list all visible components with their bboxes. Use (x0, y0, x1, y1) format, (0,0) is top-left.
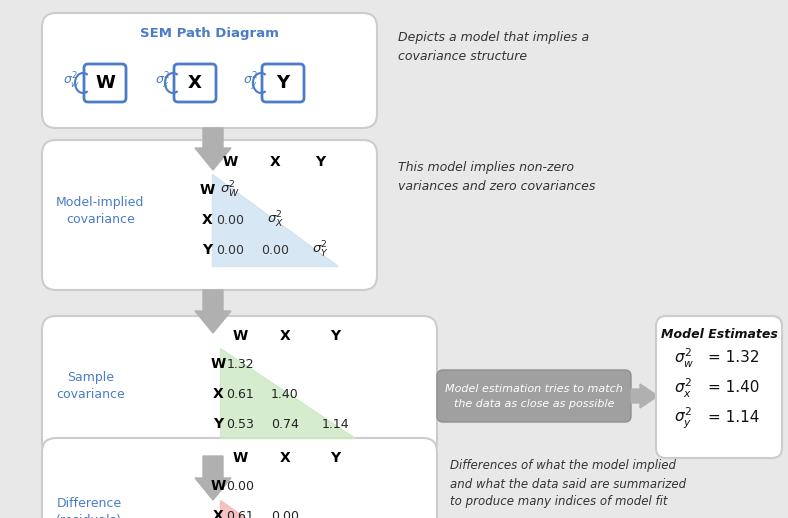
Text: 0.53: 0.53 (226, 418, 254, 430)
Text: 1.14: 1.14 (322, 418, 349, 430)
Text: $\sigma^2_{y}$: $\sigma^2_{y}$ (674, 406, 692, 430)
Text: W: W (210, 479, 225, 493)
Text: X: X (202, 213, 213, 227)
Text: Sample
covariance: Sample covariance (56, 371, 125, 401)
FancyBboxPatch shape (42, 438, 437, 518)
Text: X: X (280, 329, 290, 343)
Text: $\sigma^2_{y}$: $\sigma^2_{y}$ (243, 70, 258, 92)
Text: 0.61: 0.61 (226, 387, 254, 400)
FancyArrow shape (195, 456, 231, 500)
Text: 1.40: 1.40 (271, 387, 299, 400)
Text: X: X (213, 387, 223, 401)
Text: 0.00: 0.00 (261, 243, 289, 256)
Text: 0.00: 0.00 (226, 480, 254, 493)
Text: 1.32: 1.32 (226, 357, 254, 370)
FancyBboxPatch shape (84, 64, 126, 102)
FancyBboxPatch shape (42, 13, 377, 128)
Text: Model estimation tries to match: Model estimation tries to match (445, 384, 623, 394)
Text: = 1.40: = 1.40 (708, 381, 760, 396)
Text: 0.61: 0.61 (226, 510, 254, 518)
FancyBboxPatch shape (174, 64, 216, 102)
Text: $\sigma^2_X$: $\sigma^2_X$ (266, 210, 284, 230)
Text: W: W (95, 74, 115, 92)
Text: Y: Y (315, 155, 325, 169)
Text: W: W (199, 183, 214, 197)
Text: Depicts a model that implies a: Depicts a model that implies a (398, 32, 589, 45)
Text: W: W (232, 451, 247, 465)
Text: Differences of what the model implied: Differences of what the model implied (450, 459, 676, 472)
Text: $\sigma^2_{x}$: $\sigma^2_{x}$ (154, 71, 170, 91)
FancyArrow shape (631, 384, 658, 408)
Text: Y: Y (202, 243, 212, 257)
FancyArrow shape (195, 128, 231, 170)
Text: Model Estimates: Model Estimates (660, 328, 778, 341)
Text: = 1.14: = 1.14 (708, 410, 760, 425)
Polygon shape (220, 500, 305, 518)
Text: Y: Y (277, 74, 289, 92)
Text: 0.00: 0.00 (271, 510, 299, 518)
Text: $\sigma^2_W$: $\sigma^2_W$ (220, 180, 240, 200)
Text: to produce many indices of model fit: to produce many indices of model fit (450, 496, 667, 509)
Text: X: X (213, 509, 223, 518)
Polygon shape (212, 174, 338, 266)
Text: X: X (280, 451, 290, 465)
FancyArrow shape (195, 290, 231, 333)
Text: X: X (269, 155, 281, 169)
Text: 0.00: 0.00 (216, 243, 244, 256)
FancyBboxPatch shape (42, 316, 437, 456)
Text: covariance structure: covariance structure (398, 50, 527, 63)
Text: X: X (188, 74, 202, 92)
Polygon shape (220, 348, 355, 438)
FancyBboxPatch shape (42, 140, 377, 290)
FancyBboxPatch shape (437, 370, 631, 422)
Text: $\sigma^2_Y$: $\sigma^2_Y$ (312, 240, 329, 260)
Text: $\sigma^2_{x}$: $\sigma^2_{x}$ (674, 377, 692, 399)
Text: SEM Path Diagram: SEM Path Diagram (140, 27, 279, 40)
Text: Y: Y (330, 451, 340, 465)
Text: This model implies non-zero: This model implies non-zero (398, 162, 574, 175)
Text: Y: Y (330, 329, 340, 343)
Text: W: W (232, 329, 247, 343)
Text: and what the data said are summarized: and what the data said are summarized (450, 478, 686, 491)
Text: $\sigma^2_{w}$: $\sigma^2_{w}$ (674, 347, 694, 370)
Text: = 1.32: = 1.32 (708, 351, 760, 366)
Text: variances and zero covariances: variances and zero covariances (398, 180, 596, 193)
Text: Difference
(residuals): Difference (residuals) (56, 497, 122, 518)
Text: the data as close as possible: the data as close as possible (454, 399, 615, 409)
Text: $\sigma^2_{w}$: $\sigma^2_{w}$ (63, 71, 80, 91)
Text: W: W (210, 357, 225, 371)
Text: Model-implied
covariance: Model-implied covariance (56, 196, 144, 226)
Text: Y: Y (213, 417, 223, 431)
Text: 0.00: 0.00 (216, 213, 244, 226)
FancyBboxPatch shape (656, 316, 782, 458)
Text: 0.74: 0.74 (271, 418, 299, 430)
FancyBboxPatch shape (262, 64, 304, 102)
Text: W: W (222, 155, 238, 169)
